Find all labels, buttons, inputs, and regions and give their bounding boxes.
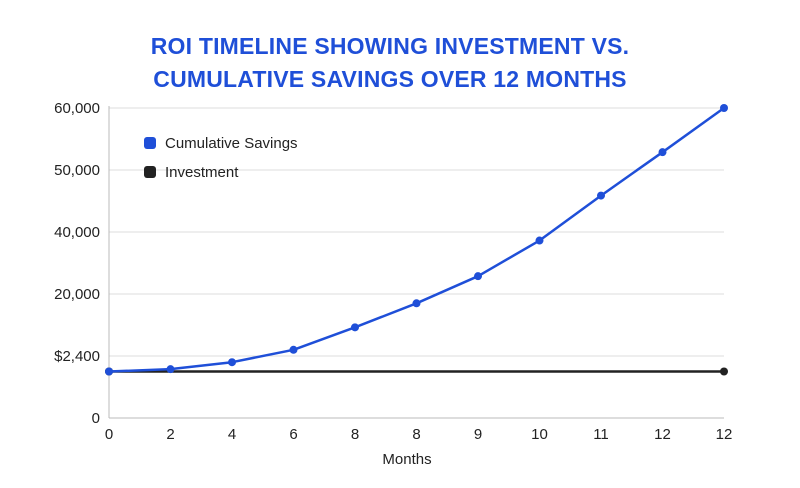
savings-point-5 <box>413 299 421 307</box>
legend: Cumulative Savings Investment <box>144 135 298 181</box>
x-tick-label-7: 10 <box>531 426 548 443</box>
savings-point-10 <box>720 104 728 112</box>
savings-point-7 <box>536 237 544 245</box>
y-tick-label-1: $2,400 <box>54 348 100 365</box>
x-tick-label-8: 11 <box>593 426 609 443</box>
y-tick-label-5: 60,000 <box>54 100 100 117</box>
y-axis-ticks: 0 $2,400 20,000 40,000 50,000 60,000 <box>54 100 100 427</box>
x-tick-label-3: 6 <box>289 426 297 443</box>
x-tick-label-2: 4 <box>228 426 236 443</box>
x-tick-label-9: 12 <box>654 426 671 443</box>
savings-point-3 <box>290 346 298 354</box>
savings-point-6 <box>474 272 482 280</box>
legend-swatch-1 <box>144 166 156 178</box>
roi-line-chart: 0 $2,400 20,000 40,000 50,000 60,000 0 2 4 6 8 8 9 1… <box>0 0 800 488</box>
x-tick-label-1: 2 <box>166 426 174 443</box>
x-axis-label: Months <box>382 451 431 468</box>
y-tick-label-0: 0 <box>92 410 100 427</box>
legend-label-1: Investment <box>165 164 239 181</box>
x-axis-ticks: 0 2 4 6 8 8 9 10 11 12 12 <box>105 426 733 443</box>
x-tick-label-6: 9 <box>474 426 482 443</box>
savings-point-9 <box>659 148 667 156</box>
savings-point-1 <box>167 365 175 373</box>
investment-point-1 <box>720 368 728 376</box>
y-tick-label-3: 40,000 <box>54 224 100 241</box>
y-tick-label-4: 50,000 <box>54 162 100 179</box>
x-tick-label-4: 8 <box>351 426 359 443</box>
savings-point-2 <box>228 358 236 366</box>
x-tick-label-10: 12 <box>716 426 733 443</box>
savings-point-0 <box>105 368 113 376</box>
legend-label-0: Cumulative Savings <box>165 135 298 152</box>
x-tick-label-0: 0 <box>105 426 113 443</box>
x-tick-label-5: 8 <box>412 426 420 443</box>
savings-point-4 <box>351 323 359 331</box>
y-tick-label-2: 20,000 <box>54 286 100 303</box>
legend-swatch-0 <box>144 137 156 149</box>
savings-point-8 <box>597 192 605 200</box>
